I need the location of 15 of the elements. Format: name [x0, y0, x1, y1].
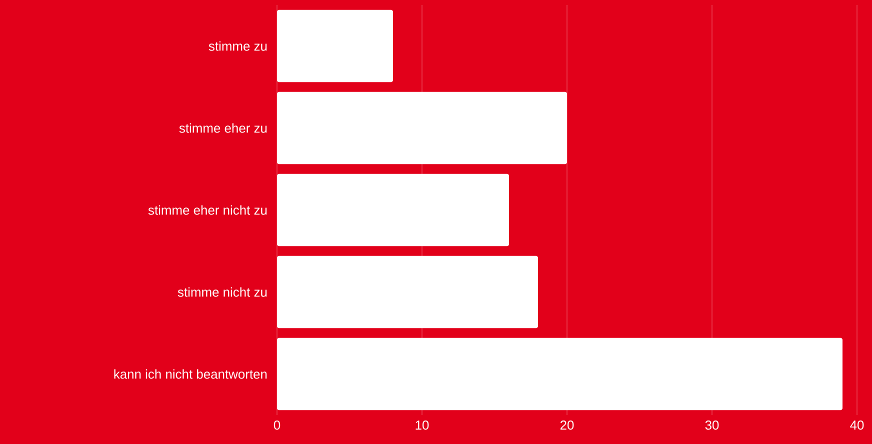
x-tick-label: 0 [274, 420, 280, 430]
bar [277, 174, 510, 246]
bar [277, 256, 538, 328]
y-tick-label: stimme eher nicht zu [148, 205, 267, 215]
x-tick-label: 30 [705, 420, 719, 430]
bar [277, 10, 394, 82]
x-tick-label: 20 [560, 420, 574, 430]
bar [277, 92, 568, 164]
y-tick-label: stimme eher zu [179, 123, 267, 133]
y-tick-label: stimme nicht zu [178, 287, 267, 297]
x-tick-label: 40 [850, 420, 864, 430]
bar [277, 338, 843, 410]
x-tick-label: 10 [416, 420, 429, 430]
y-tick-label: stimme zu [208, 41, 267, 51]
y-tick-label: kann ich nicht beantworten [114, 369, 267, 379]
